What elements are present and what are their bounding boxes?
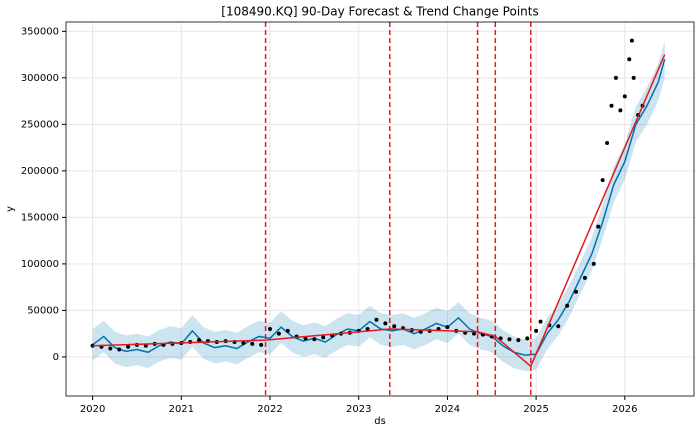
observed-point bbox=[276, 331, 281, 336]
observed-point bbox=[108, 346, 113, 351]
observed-point bbox=[241, 340, 246, 345]
observed-point bbox=[618, 108, 623, 113]
y-tick-label: 100000 bbox=[21, 259, 59, 270]
x-tick-label: 2020 bbox=[80, 404, 105, 415]
observed-point bbox=[534, 328, 539, 333]
chart-title: [108490.KQ] 90-Day Forecast & Trend Chan… bbox=[221, 5, 538, 19]
observed-point bbox=[609, 103, 614, 108]
observed-point bbox=[525, 336, 530, 341]
y-tick-label: 250000 bbox=[21, 119, 59, 130]
observed-point bbox=[312, 337, 317, 342]
observed-point bbox=[117, 347, 122, 352]
y-tick-label: 150000 bbox=[21, 212, 59, 223]
observed-point bbox=[629, 38, 634, 43]
observed-point bbox=[383, 321, 388, 326]
observed-point bbox=[596, 224, 601, 229]
observed-point bbox=[613, 75, 618, 80]
observed-point bbox=[516, 338, 521, 343]
observed-point bbox=[321, 335, 326, 340]
observed-point bbox=[374, 317, 379, 322]
x-tick-label: 2024 bbox=[435, 404, 460, 415]
x-axis-label: ds bbox=[374, 416, 386, 427]
y-tick-label: 300000 bbox=[21, 73, 59, 84]
observed-point bbox=[574, 289, 579, 294]
y-axis-label: y bbox=[5, 206, 16, 212]
x-tick-label: 2022 bbox=[257, 404, 282, 415]
observed-point bbox=[445, 325, 450, 330]
x-tick-label: 2021 bbox=[169, 404, 194, 415]
observed-point bbox=[392, 324, 397, 329]
x-tick-label: 2025 bbox=[523, 404, 548, 415]
forecast-line bbox=[92, 59, 666, 356]
y-tick-label: 200000 bbox=[21, 166, 59, 177]
observed-point bbox=[627, 57, 632, 62]
observed-point bbox=[631, 75, 636, 80]
observed-point bbox=[622, 94, 627, 99]
y-tick-label: 50000 bbox=[27, 305, 59, 316]
observed-point bbox=[591, 261, 596, 266]
observed-point bbox=[582, 275, 587, 280]
observed-point bbox=[259, 342, 264, 347]
observed-point bbox=[418, 329, 423, 334]
y-tick-label: 350000 bbox=[21, 26, 59, 37]
observed-point bbox=[285, 328, 290, 333]
observed-point bbox=[556, 324, 561, 329]
observed-point bbox=[605, 140, 610, 145]
x-tick-label: 2023 bbox=[346, 404, 371, 415]
observed-point bbox=[565, 303, 570, 308]
observed-point bbox=[250, 341, 255, 346]
observed-point bbox=[472, 331, 477, 336]
uncertainty-band bbox=[92, 40, 665, 371]
y-tick-label: 0 bbox=[53, 352, 59, 363]
observed-point bbox=[268, 327, 273, 332]
observed-point bbox=[538, 319, 543, 324]
observed-point bbox=[600, 178, 605, 183]
x-tick-label: 2026 bbox=[612, 404, 637, 415]
observed-point bbox=[197, 338, 202, 343]
observed-point bbox=[126, 344, 131, 349]
observed-point bbox=[365, 327, 370, 332]
plot-frame bbox=[65, 21, 695, 397]
observed-point bbox=[507, 337, 512, 342]
